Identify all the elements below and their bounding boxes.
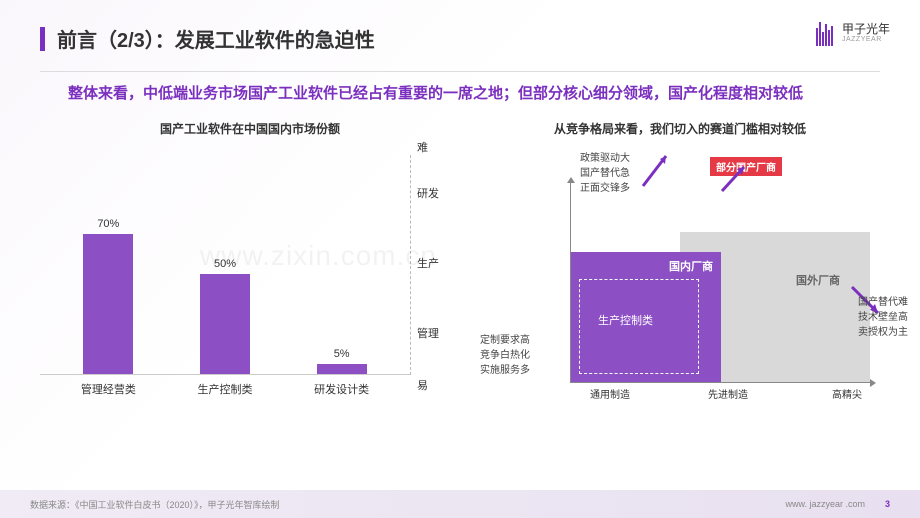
x-tick: 高精尖 (832, 386, 862, 401)
bar (200, 274, 250, 374)
domestic-label: 国内厂商 (669, 258, 713, 274)
prod-control-box: 生产控制类 (579, 279, 699, 374)
bar-chart: 国产工业软件在中国国内市场份额 70% 50% 5% 难 研发 生产 管理 易 管理… (40, 120, 460, 405)
bar-column: 70% (68, 218, 148, 374)
title-accent-bar (40, 27, 45, 51)
footer-page: 3 (885, 499, 890, 509)
x-tick: 先进制造 (708, 386, 748, 401)
footer-url: www. jazzyear .com (785, 499, 865, 509)
bar-category-label: 生产控制类 (185, 381, 265, 397)
x-tick: 通用制造 (590, 386, 630, 401)
quadrant-chart: 从竞争格局来看，我们切入的赛道门槛相对较低 政策驱动大 国产替代急 正面交锋多 … (480, 120, 880, 405)
yaxis-tick: 生产 (417, 255, 439, 271)
bar-category-label: 研发设计类 (302, 381, 382, 397)
brand-logo: 甲子光年 JAZZYEAR (816, 20, 890, 46)
quadrant-axes: 国外厂商 国内厂商 生产控制类 (570, 183, 870, 383)
logo-sub-text: JAZZYEAR (842, 36, 890, 44)
bar-category-label: 管理经营类 (68, 381, 148, 397)
bar-chart-title: 国产工业软件在中国国内市场份额 (40, 120, 460, 137)
bar (83, 234, 133, 374)
yaxis-bottom-label: 易 (417, 377, 428, 393)
logo-icon (816, 20, 836, 46)
bar-value-label: 70% (97, 218, 119, 230)
prod-control-label: 生产控制类 (598, 312, 653, 328)
quadrant-title: 从竞争格局来看，我们切入的赛道门槛相对较低 (480, 120, 880, 137)
footer-source: 数据来源：《中国工业软件白皮书（2020）》，甲子光年智库绘制 (30, 498, 785, 511)
footer: 数据来源：《中国工业软件白皮书（2020）》，甲子光年智库绘制 www. jaz… (0, 490, 920, 518)
bar (317, 364, 367, 374)
subtitle: 整体来看，中低端业务市场国产工业软件已经占有重要的一席之地；但部分核心细分领域，… (68, 82, 828, 106)
bar-chart-right-axis: 难 研发 生产 管理 易 (410, 155, 460, 375)
foreign-label: 国外厂商 (796, 272, 840, 288)
annot-right: 国产替代难 技术壁垒高 卖授权为主 (858, 295, 908, 340)
arrow-up-icon (638, 151, 678, 191)
bar-value-label: 5% (334, 348, 350, 360)
bar-column: 5% (302, 348, 382, 374)
bar-value-label: 50% (214, 258, 236, 270)
yaxis-tick: 研发 (417, 185, 439, 201)
domestic-box: 国内厂商 生产控制类 (571, 252, 721, 382)
logo-main-text: 甲子光年 (842, 23, 890, 36)
yaxis-tick: 管理 (417, 325, 439, 341)
page-title: 前言（2/3）：发展工业软件的急迫性 (57, 24, 375, 53)
bar-column: 50% (185, 258, 265, 374)
yaxis-top-label: 难 (417, 139, 428, 155)
arrow-to-red-icon (720, 163, 750, 193)
annot-bottom: 定制要求高 竞争白热化 实施服务多 (480, 333, 530, 378)
